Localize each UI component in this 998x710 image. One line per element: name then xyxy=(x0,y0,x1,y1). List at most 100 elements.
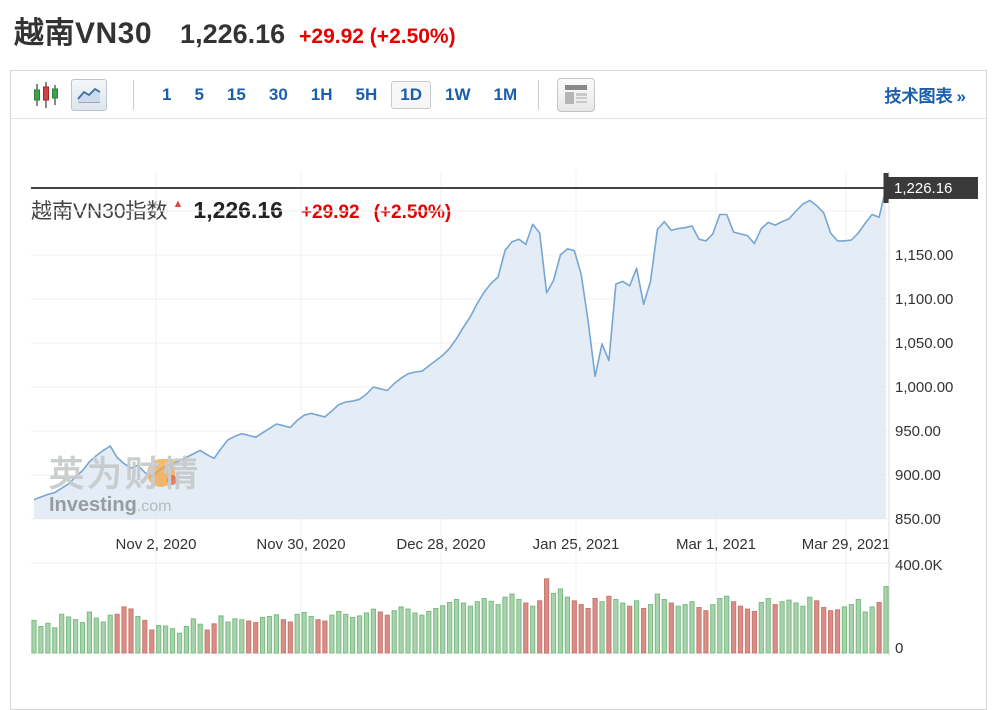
interval-5[interactable]: 5 xyxy=(194,84,204,104)
volume-axis-label: 400.0K xyxy=(895,557,943,574)
volume-bar-up xyxy=(197,623,203,654)
volume-bar-down xyxy=(377,611,383,654)
area-chart-icon xyxy=(77,87,101,103)
volume-bar-up xyxy=(564,596,570,654)
chart-price: 1,226.16 xyxy=(193,197,283,223)
current-price-tag xyxy=(887,176,978,199)
volume-bar-up xyxy=(647,604,654,654)
interval-15[interactable]: 15 xyxy=(226,84,246,104)
volume-bar-up xyxy=(294,613,300,654)
volume-bar-up xyxy=(509,593,515,654)
volume-bar-up xyxy=(613,599,619,654)
volume-bar-down xyxy=(592,598,598,654)
volume-bar-up xyxy=(412,612,418,654)
volume-bar-down xyxy=(142,619,148,654)
y-axis-label: 950.00 xyxy=(895,423,941,440)
y-axis-label: 1,000.00 xyxy=(895,379,953,396)
news-button[interactable] xyxy=(557,77,596,112)
volume-bar-up xyxy=(793,602,799,654)
x-axis-label: Jan 25, 2021 xyxy=(533,536,620,553)
x-axis-label: Mar 1, 2021 xyxy=(676,536,756,553)
price-chart-plot[interactable]: 1,150.00 1,100.00 1,050.00 1,000.00 950.00 90… xyxy=(11,71,986,671)
volume-bar-down xyxy=(246,620,252,654)
volume-bar-up xyxy=(308,616,314,654)
interval-30[interactable]: 30 xyxy=(268,84,288,104)
volume-bar-up xyxy=(440,605,446,654)
x-axis-label: Dec 28, 2020 xyxy=(396,536,485,553)
volume-bar-up xyxy=(239,619,245,654)
y-axis-label: 850.00 xyxy=(895,511,941,528)
volume-bar-down xyxy=(641,608,647,654)
tech-chart-label: 技术图表 xyxy=(884,87,953,106)
y-axis-label: 1,100.00 xyxy=(895,291,953,308)
volume-bar-up xyxy=(232,618,238,654)
volume-bar-up xyxy=(301,612,307,654)
volume-bar-up xyxy=(682,604,688,654)
volume-bar-up xyxy=(557,588,563,654)
volume-bar-up xyxy=(73,619,79,654)
volume-bar-up xyxy=(786,599,792,654)
volume-bar-up xyxy=(869,606,875,654)
interval-1w[interactable]: 1W xyxy=(444,84,471,104)
volume-bar-up xyxy=(93,617,99,654)
volume-bar-up xyxy=(779,601,785,654)
volume-bar-up xyxy=(31,619,37,654)
index-price: 1,226.16 xyxy=(180,19,286,49)
volume-bar-up xyxy=(516,599,522,654)
volume-bar-up xyxy=(765,598,771,654)
volume-bar-up xyxy=(689,601,695,654)
volume-bar-up xyxy=(163,625,169,654)
interval-1h[interactable]: 1H xyxy=(310,84,333,104)
volume-bar-up xyxy=(343,613,349,654)
volume-bar-up xyxy=(190,618,196,654)
volume-bar-up xyxy=(495,604,501,654)
area-chart-button[interactable] xyxy=(71,78,107,111)
volume-bar-up xyxy=(530,605,536,654)
volume-bar-up xyxy=(800,605,806,654)
volume-bar-down xyxy=(703,610,709,654)
volume-bar-down xyxy=(668,602,674,654)
volume-bar-up xyxy=(855,599,861,654)
interval-5h[interactable]: 5H xyxy=(355,84,378,104)
volume-bar-down xyxy=(537,600,543,654)
volume-bar-up xyxy=(453,599,460,654)
volume-bar-down xyxy=(114,613,120,654)
volume-bar-up xyxy=(79,622,86,654)
x-axis-label: Nov 30, 2020 xyxy=(256,536,345,553)
chart-change: +29.92 xyxy=(300,202,360,223)
volume-bar-up xyxy=(135,616,141,654)
volume-bar-up xyxy=(86,611,93,654)
volume-bar-down xyxy=(322,620,328,654)
volume-bar-up xyxy=(350,617,356,654)
volume-bar-up xyxy=(156,625,162,654)
volume-bar-up xyxy=(550,592,557,654)
volume-bar-up xyxy=(363,612,370,654)
volume-bar-up xyxy=(433,608,439,654)
volume-bar-down xyxy=(696,607,702,654)
volume-bar-down xyxy=(544,578,550,654)
volume-bar-down xyxy=(204,629,210,654)
x-axis-label: Nov 2, 2020 xyxy=(116,536,197,553)
candlestick-chart-icon[interactable] xyxy=(33,81,59,109)
volume-bar-up xyxy=(488,600,494,654)
volume-bar-up xyxy=(357,615,363,654)
interval-group: 1 5 15 30 1H 5H 1D 1W 1M xyxy=(148,80,526,109)
interval-1d[interactable]: 1D xyxy=(391,80,431,109)
volume-bar-up xyxy=(717,598,723,654)
interval-1m[interactable]: 1M xyxy=(493,84,518,104)
index-change: +29.92 (+2.50%) xyxy=(299,25,456,48)
tech-chart-link[interactable]: 技术图表» xyxy=(885,82,966,107)
volume-bar-up xyxy=(52,627,58,654)
volume-bar-up xyxy=(273,614,279,654)
interval-1[interactable]: 1 xyxy=(162,84,172,104)
volume-bar-down xyxy=(751,610,757,654)
volume-bar-down xyxy=(315,619,321,654)
chart-toolbar: 1 5 15 30 1H 5H 1D 1W 1M 技术图表» xyxy=(11,71,986,119)
volume-bar-up xyxy=(426,610,432,654)
volume-bar-down xyxy=(253,622,259,654)
volume-bar-up xyxy=(675,605,681,654)
price-line xyxy=(33,187,887,501)
volume-bar-down xyxy=(523,602,529,654)
x-axis-label: Mar 29, 2021 xyxy=(802,536,890,553)
volume-bar-down xyxy=(627,605,633,654)
